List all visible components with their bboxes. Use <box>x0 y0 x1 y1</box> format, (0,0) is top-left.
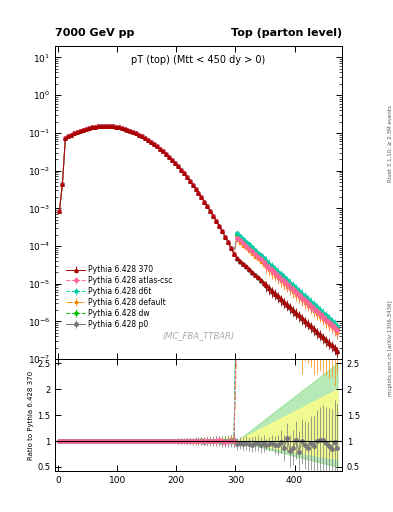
Text: pT (top) (Mtt < 450 dy > 0): pT (top) (Mtt < 450 dy > 0) <box>131 55 266 66</box>
Text: (MC_FBA_TTBAR): (MC_FBA_TTBAR) <box>162 331 235 340</box>
Text: mcplots.cern.ch [arXiv:1306.3436]: mcplots.cern.ch [arXiv:1306.3436] <box>387 301 393 396</box>
Text: Rivet 3.1.10; ≥ 2.3M events: Rivet 3.1.10; ≥ 2.3M events <box>387 105 393 182</box>
Legend: Pythia 6.428 370, Pythia 6.428 atlas-csc, Pythia 6.428 d6t, Pythia 6.428 default: Pythia 6.428 370, Pythia 6.428 atlas-csc… <box>64 264 174 330</box>
Y-axis label: Ratio to Pythia 6.428 370: Ratio to Pythia 6.428 370 <box>28 371 34 460</box>
Text: Top (parton level): Top (parton level) <box>231 28 342 38</box>
Text: 7000 GeV pp: 7000 GeV pp <box>55 28 134 38</box>
